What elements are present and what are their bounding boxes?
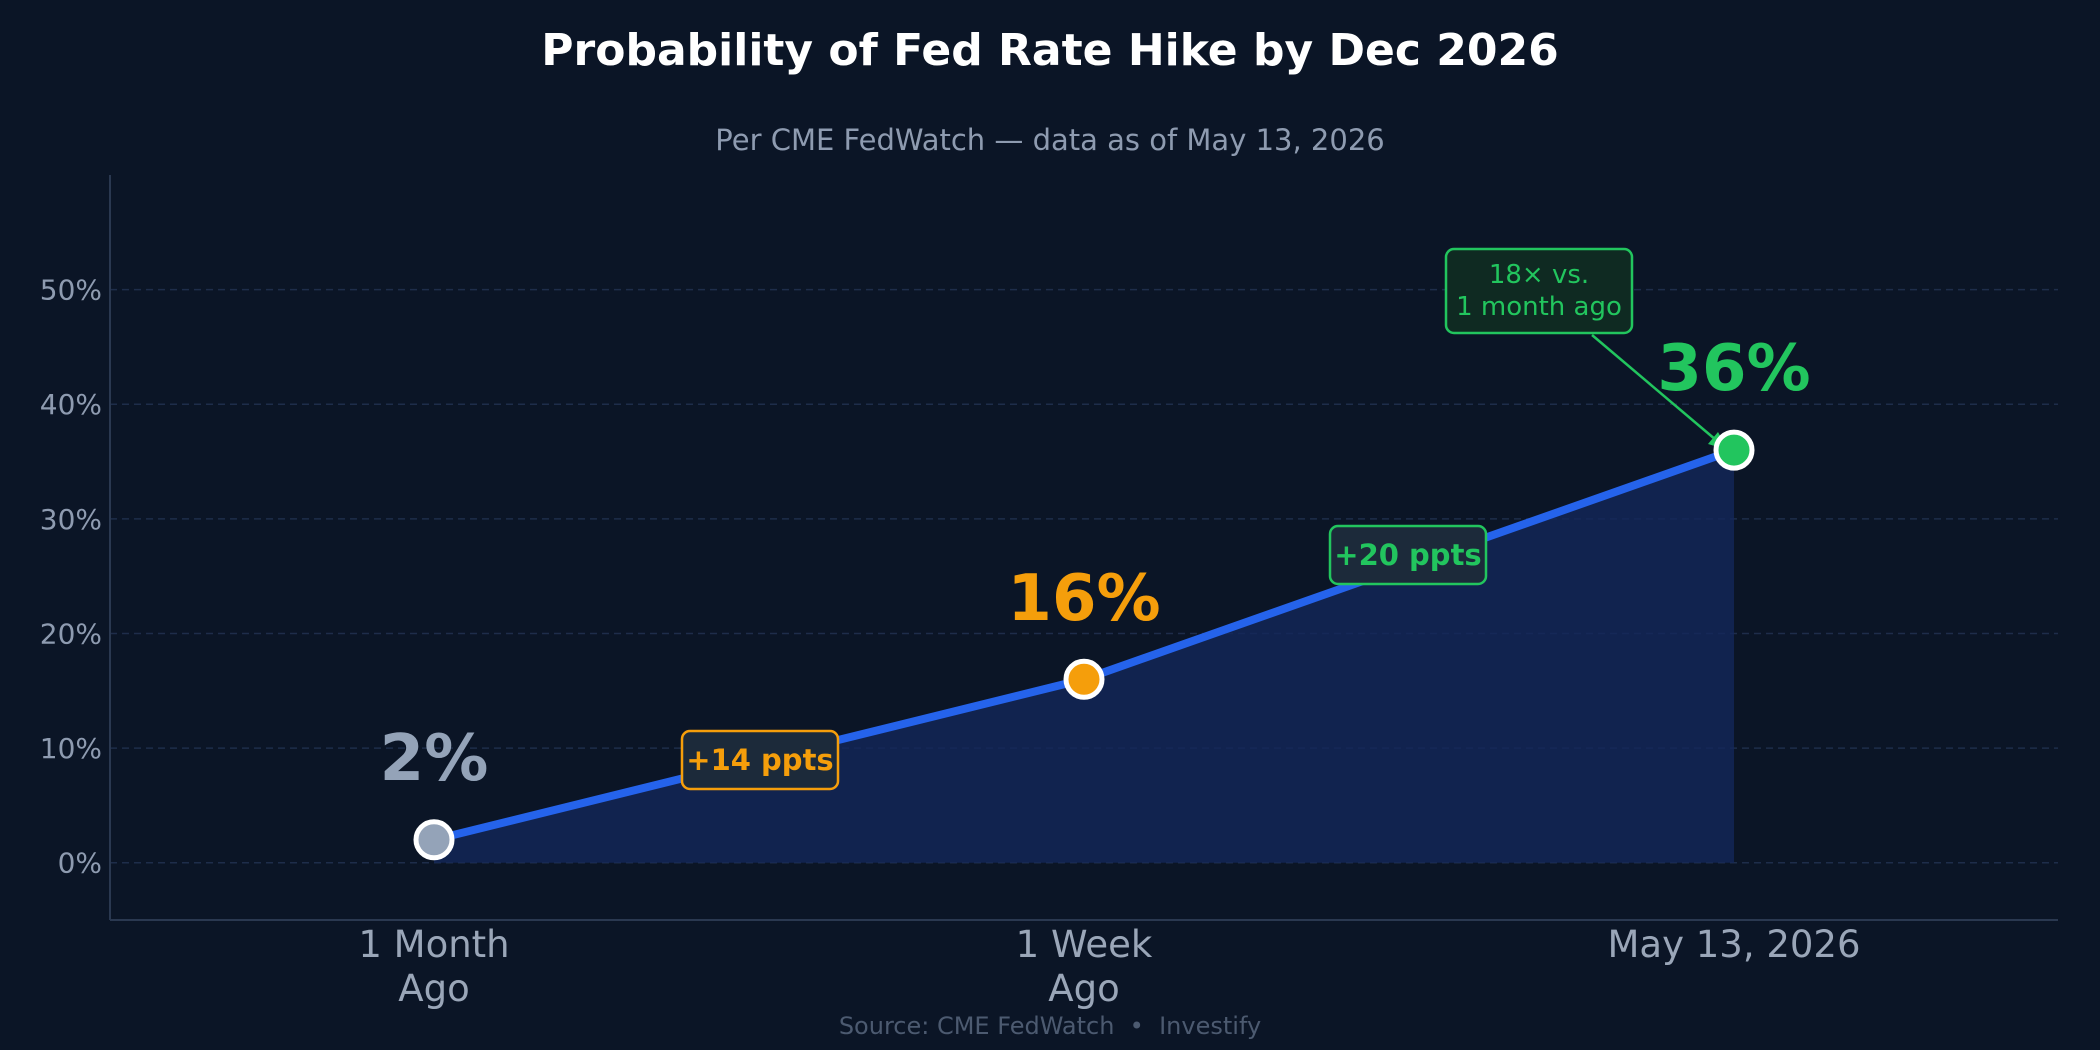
y-tick-label: 10% <box>40 732 102 765</box>
value-label: 2% <box>380 722 489 796</box>
y-tick-label: 30% <box>40 503 102 536</box>
chart-title: Probability of Fed Rate Hike by Dec 2026 <box>541 25 1558 76</box>
y-tick-label: 20% <box>40 617 102 650</box>
x-tick-label: Ago <box>398 967 469 1010</box>
delta-badge-label: +14 ppts <box>686 743 833 777</box>
callout-box <box>1444 247 1634 335</box>
data-point <box>1713 429 1755 471</box>
x-tick-label: 1 Month <box>358 923 509 966</box>
value-label: 16% <box>1007 562 1160 636</box>
chart-subtitle: Per CME FedWatch — data as of May 13, 20… <box>715 123 1384 157</box>
plot-area: 0% 10% 20% 30% 40% 50% +14 ppts +20 ppts 18× vs.… <box>40 175 2058 1010</box>
y-tick-label: 50% <box>40 274 102 307</box>
y-tick-label: 0% <box>58 847 102 880</box>
data-point <box>413 819 455 861</box>
callout-text: 1 month ago <box>1456 292 1622 322</box>
x-tick-label: 1 Week <box>1016 923 1153 966</box>
delta-badge-label: +20 ppts <box>1334 538 1481 572</box>
x-tick-label: May 13, 2026 <box>1607 923 1860 966</box>
source-note: Source: CME FedWatch • Investify <box>839 1012 1261 1040</box>
x-tick-label: Ago <box>1048 967 1119 1010</box>
value-label: 36% <box>1657 332 1810 406</box>
data-point <box>1063 658 1105 700</box>
callout-text: 18× vs. <box>1489 260 1589 290</box>
y-tick-label: 40% <box>40 388 102 421</box>
delta-badge <box>1328 524 1488 586</box>
delta-badge <box>680 729 840 791</box>
callout-arrow <box>1591 334 1717 441</box>
area-fill <box>434 450 1734 863</box>
